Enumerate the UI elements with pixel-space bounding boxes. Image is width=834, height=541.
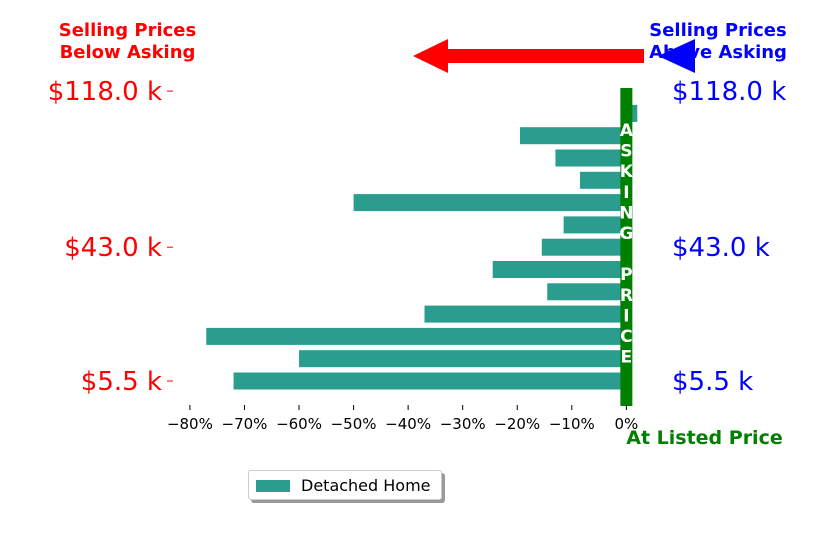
x-tick-label: −40% [385, 415, 431, 433]
asking-letter: S [620, 142, 632, 162]
asking-letter: E [621, 348, 633, 368]
legend-swatch [256, 480, 290, 492]
bar-8 [353, 194, 627, 212]
asking-price-bar [620, 88, 633, 406]
bar-3 [424, 305, 627, 323]
bar-4 [547, 283, 627, 301]
x-tick-label: −20% [494, 415, 540, 433]
above-asking-title: Selling Prices Above Asking [628, 20, 808, 64]
bar-9 [579, 171, 627, 189]
y-tick-label-right: $118.0 k [672, 77, 786, 107]
y-tick-label-right: $5.5 k [672, 367, 753, 397]
below-asking-title: Selling Prices Below Asking [40, 20, 215, 64]
asking-letter: R [620, 286, 633, 306]
asking-letter: P [620, 265, 632, 285]
y-tick-label-right: $43.0 k [672, 233, 770, 263]
x-tick-label: −60% [276, 415, 322, 433]
y-tick-label-left: $118.0 k [48, 77, 162, 107]
at-listed-price-label: At Listed Price [626, 427, 783, 449]
asking-letter: I [623, 183, 629, 203]
x-axis: −80% −70% −60% −50% −40% −30% −20% −10% 0% [167, 405, 638, 433]
above-asking-line1: Selling Prices [649, 20, 787, 41]
x-tick-label: 0% [614, 415, 638, 433]
y-tick-label-left: $43.0 k [64, 233, 162, 263]
asking-letter: K [620, 162, 634, 182]
left-arrow-shaft [446, 49, 644, 63]
left-arrow-head [413, 39, 448, 73]
above-asking-line2: Above Asking [649, 42, 787, 63]
asking-letter: G [619, 224, 633, 244]
bar-0 [233, 372, 627, 390]
asking-letter: I [623, 306, 629, 326]
bar-10 [555, 149, 627, 167]
y-tick-label-left: $5.5 k [81, 367, 162, 397]
x-tick-label: −70% [222, 415, 268, 433]
bar-5 [492, 261, 627, 278]
bar-2 [206, 327, 627, 345]
x-tick-label: −10% [549, 415, 595, 433]
x-tick-label: −50% [331, 415, 377, 433]
below-asking-line1: Selling Prices [58, 20, 197, 41]
bars-layer [206, 104, 638, 390]
y-axis: $5.5 k $5.5 k $43.0 k $43.0 k $118.0 k $118.0… [48, 77, 787, 397]
right-arrow-head [658, 39, 695, 73]
arrows [413, 39, 695, 73]
bar-1 [299, 350, 627, 368]
asking-letter: N [619, 203, 633, 223]
asking-letter: C [620, 327, 632, 347]
bar-11 [519, 127, 627, 145]
legend-label: Detached Home [301, 476, 431, 495]
x-tick-label: −30% [440, 415, 486, 433]
below-asking-line2: Below Asking [59, 42, 196, 63]
bar-7 [563, 216, 627, 234]
bar-6 [541, 238, 627, 256]
legend: Detached Home [248, 470, 442, 500]
x-tick-label: −80% [167, 415, 213, 433]
asking-letter: A [620, 121, 634, 141]
